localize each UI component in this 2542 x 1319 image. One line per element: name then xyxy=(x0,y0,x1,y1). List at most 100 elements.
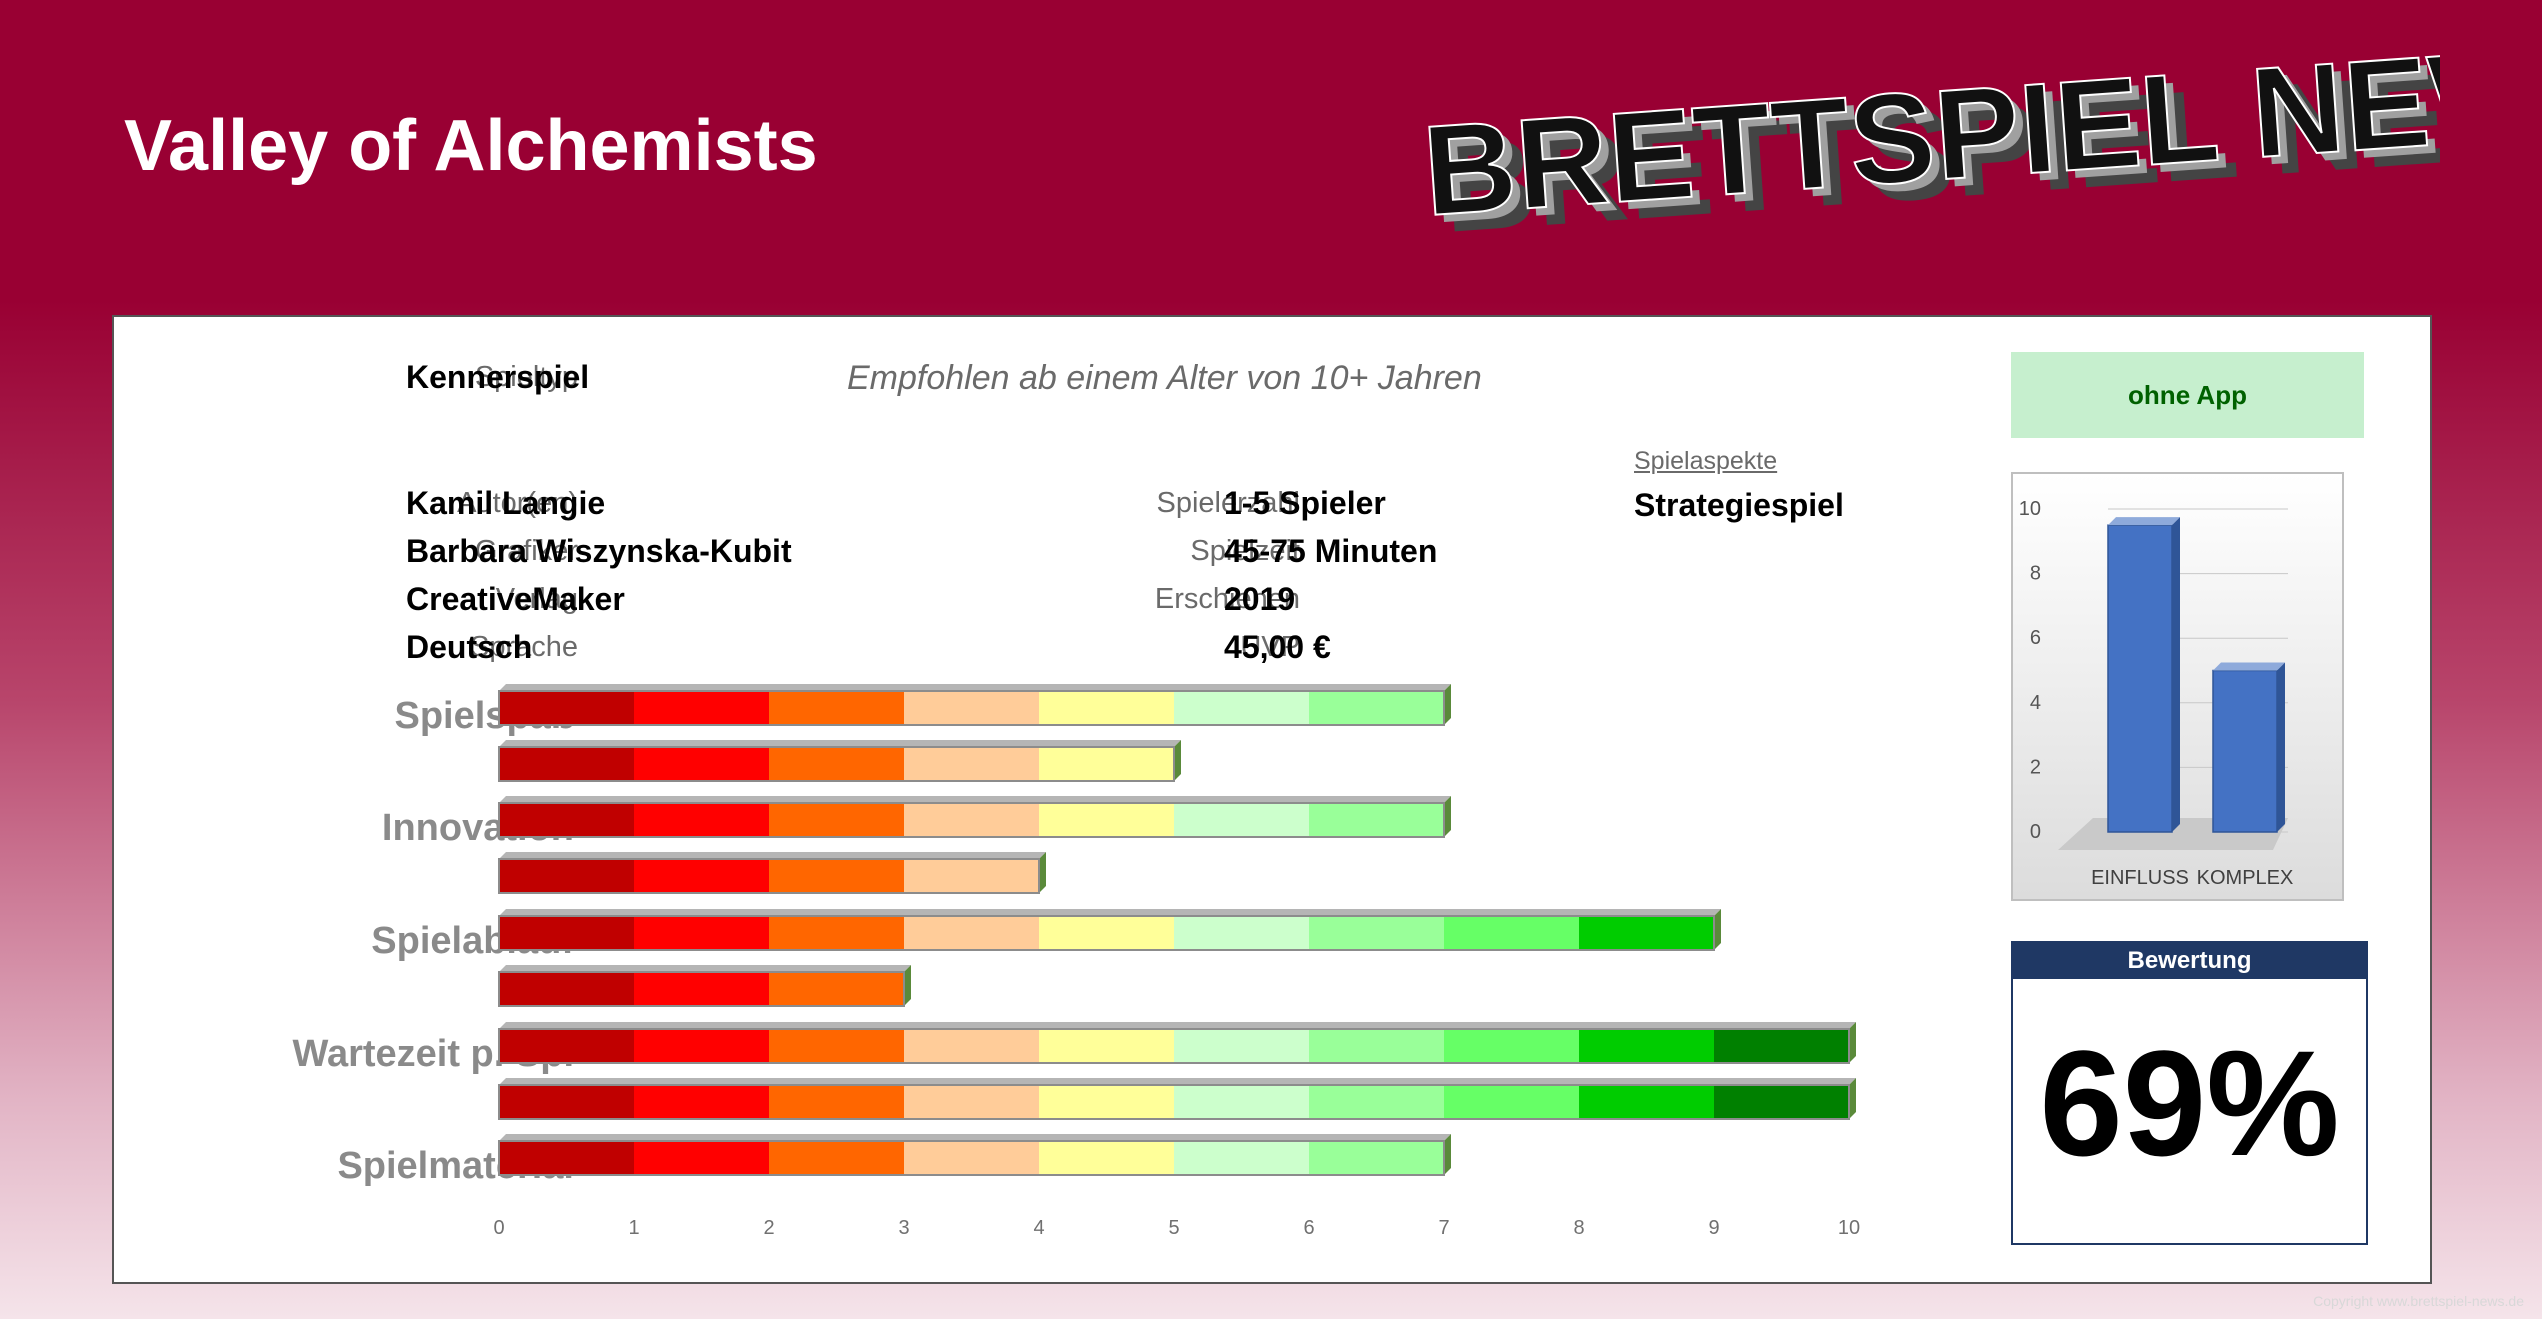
bar-segment xyxy=(499,803,634,837)
bar-segment xyxy=(499,916,634,950)
bar-segment xyxy=(769,1141,904,1175)
aspects-label: Spielaspekte xyxy=(1634,447,1778,475)
x-tick-label: 2 xyxy=(763,1217,775,1239)
bar-segment xyxy=(634,916,769,950)
bar-segment xyxy=(1039,1085,1174,1119)
bar-segment xyxy=(904,859,1039,893)
bar-segment xyxy=(1309,916,1444,950)
rating-bar xyxy=(498,1134,1451,1176)
x-tick-label: 4 xyxy=(1033,1217,1045,1239)
mini-bar-side xyxy=(2172,517,2180,832)
sprache-value: Deutsch xyxy=(406,629,533,665)
bar-segment xyxy=(769,972,904,1006)
rating-bar xyxy=(498,684,1451,726)
bar-segment xyxy=(904,1085,1039,1119)
spielerzahl-value: 1-5 Spieler xyxy=(1224,485,1386,521)
rating-bar xyxy=(498,740,1181,782)
x-tick-label: 8 xyxy=(1573,1217,1585,1239)
bar-segment xyxy=(634,691,769,725)
spielzeit-value: 45-75 Minuten xyxy=(1224,533,1438,569)
rating-bar xyxy=(498,1078,1856,1120)
mini-bar-top xyxy=(2108,517,2180,526)
rating-box: Bewertung 69% xyxy=(2011,941,2368,1245)
mini-bar xyxy=(2107,524,2173,833)
age-recommendation: Empfohlen ab einem Alter von 10+ Jahren xyxy=(847,359,1482,397)
bar-top-face xyxy=(499,965,911,972)
bar-segment xyxy=(769,859,904,893)
erschienen-value: 2019 xyxy=(1224,581,1296,617)
bar-outline xyxy=(498,858,1040,894)
bar-top-face xyxy=(499,796,1451,803)
bar-side-face xyxy=(1849,1022,1856,1063)
bar-outline xyxy=(498,1084,1850,1120)
x-tick-label: 10 xyxy=(1837,1217,1861,1239)
bar-side-face xyxy=(1174,740,1181,781)
bar-segment xyxy=(1039,803,1174,837)
rating-bar xyxy=(498,1022,1856,1064)
x-tick-label: 5 xyxy=(1168,1217,1180,1239)
bar-segment xyxy=(634,859,769,893)
bar-segment xyxy=(1039,916,1174,950)
spielzeit-label: Spielzeit xyxy=(1190,535,1300,567)
bar-outline xyxy=(498,802,1445,838)
x-tick-label: 7 xyxy=(1438,1217,1450,1239)
sprache-label: Sprache xyxy=(469,631,578,663)
rating-bar xyxy=(498,852,1046,894)
x-tick-label: 6 xyxy=(1303,1217,1315,1239)
bar-segment xyxy=(769,691,904,725)
bar-segment xyxy=(904,1141,1039,1175)
mini-bar-side xyxy=(2277,662,2285,832)
bar-side-face xyxy=(1039,852,1046,893)
bar-segment xyxy=(634,1141,769,1175)
bar-segment xyxy=(1174,1141,1309,1175)
bar-segment xyxy=(769,1085,904,1119)
bar-segment xyxy=(1714,1029,1849,1063)
bar-top-face xyxy=(499,740,1181,747)
mini-y-tick: 4 xyxy=(2030,692,2041,714)
bar-segment xyxy=(1579,1085,1714,1119)
bar-segment xyxy=(769,916,904,950)
bar-segment xyxy=(499,859,634,893)
game-title: Valley of Alchemists xyxy=(124,106,818,186)
bar-side-face xyxy=(1444,1134,1451,1175)
x-tick-label: 1 xyxy=(628,1217,640,1239)
bar-segment xyxy=(904,916,1039,950)
bar-segment xyxy=(904,1029,1039,1063)
mini-x-label: EINFLUSS xyxy=(2091,867,2189,889)
bar-outline xyxy=(498,746,1175,782)
bar-outline xyxy=(498,971,905,1007)
bar-segment xyxy=(1444,1029,1579,1063)
bar-outline xyxy=(498,690,1445,726)
mini-y-tick: 2 xyxy=(2030,756,2041,778)
rating-bar xyxy=(498,909,1721,951)
bar-segment xyxy=(769,1029,904,1063)
info-panel: Spieltyp Kennerspiel Autor(en) Kamil Lan… xyxy=(112,315,2432,1284)
bar-top-face xyxy=(499,1134,1451,1141)
bar-side-face xyxy=(1714,909,1721,950)
app-badge: ohne App xyxy=(2011,352,2364,438)
bar-segment xyxy=(1714,1085,1849,1119)
bar-segment xyxy=(499,691,634,725)
verlag-value: CreativeMaker xyxy=(406,581,625,617)
spielerzahl-label: Spielerzahl xyxy=(1156,487,1300,519)
bar-segment xyxy=(1309,803,1444,837)
bar-segment xyxy=(499,747,634,781)
x-tick-label: 9 xyxy=(1708,1217,1720,1239)
bar-segment xyxy=(499,1085,634,1119)
rating-bar xyxy=(498,965,911,1007)
bar-segment xyxy=(904,747,1039,781)
erschienen-label: Erschienen xyxy=(1154,583,1300,615)
bar-segment xyxy=(1309,1141,1444,1175)
mini-bar-top xyxy=(2213,662,2285,671)
bar-segment xyxy=(634,747,769,781)
grafiker-value: Barbara Wiszynska-Kubit xyxy=(406,533,792,569)
bar-segment xyxy=(1174,1029,1309,1063)
bar-segment xyxy=(634,803,769,837)
bar-side-face xyxy=(1849,1078,1856,1119)
bar-segment xyxy=(499,1029,634,1063)
bar-segment xyxy=(1174,1085,1309,1119)
bar-segment xyxy=(1309,1029,1444,1063)
mini-bar xyxy=(2212,669,2278,833)
grafiker-label: Grafiker xyxy=(474,535,578,567)
bar-outline xyxy=(498,915,1715,951)
